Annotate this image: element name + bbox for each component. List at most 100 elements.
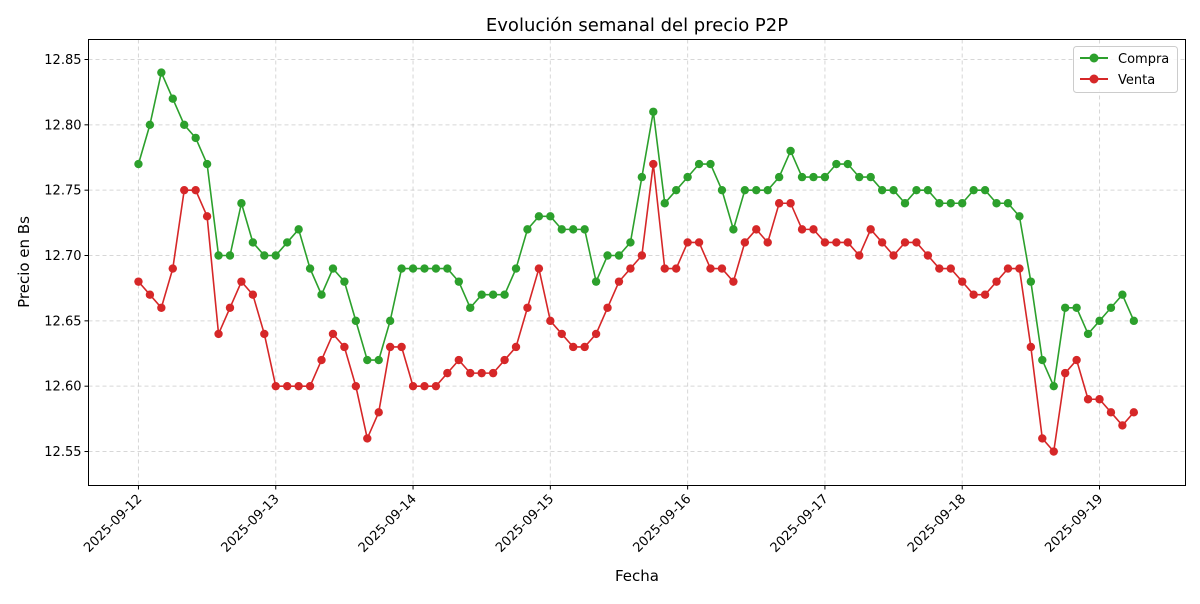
data-point-compra	[649, 107, 658, 116]
y-axis: 12.55 12.60 12.65 12.70 12.75 12.80 12.85	[44, 53, 89, 460]
data-point-compra	[923, 185, 933, 195]
data-point-compra	[763, 185, 772, 195]
data-point-venta	[706, 264, 715, 273]
data-point-compra	[614, 251, 624, 260]
data-point-venta	[431, 381, 441, 391]
x-axis: 2025-09-12 2025-09-13 2025-09-14 2025-09-15…	[81, 485, 1106, 556]
x-axis-label: Fecha	[615, 567, 659, 585]
data-point-venta	[832, 238, 841, 247]
data-point-venta	[980, 290, 990, 299]
data-point-compra	[534, 212, 544, 221]
data-point-venta	[752, 225, 761, 234]
data-point-venta	[294, 381, 303, 391]
x-tick-label: 2025-09-13	[219, 492, 283, 556]
data-point-compra	[855, 172, 864, 182]
y-tick-label: 12.80	[44, 118, 81, 133]
data-point-compra	[385, 316, 395, 326]
data-point-venta	[649, 159, 658, 169]
chart-title: Evolución semanal del precio P2P	[486, 15, 788, 36]
data-point-compra	[660, 199, 669, 208]
data-point-venta	[134, 277, 143, 286]
data-point-compra	[832, 159, 841, 169]
data-point-compra	[523, 225, 532, 234]
data-point-venta	[946, 264, 955, 273]
data-point-compra	[328, 264, 338, 273]
data-point-compra	[569, 225, 578, 234]
data-point-compra	[671, 185, 681, 195]
data-point-venta	[1015, 264, 1024, 273]
data-point-venta	[900, 238, 910, 247]
data-point-venta	[1003, 264, 1013, 273]
data-point-compra	[774, 172, 784, 182]
data-point-compra	[729, 225, 738, 234]
data-point-compra	[191, 133, 200, 143]
data-point-compra	[1015, 212, 1024, 221]
y-axis-label: Precio en Bs	[15, 216, 33, 308]
series-line-venta	[137, 163, 1135, 454]
data-point-venta	[546, 316, 555, 326]
data-point-compra	[626, 238, 635, 247]
data-point-compra	[740, 185, 750, 195]
data-point-compra	[591, 277, 601, 286]
data-point-venta	[454, 355, 464, 365]
data-point-venta	[237, 277, 246, 286]
data-point-venta	[511, 342, 521, 352]
data-point-venta	[500, 355, 509, 365]
data-point-venta	[202, 212, 212, 221]
data-point-venta	[157, 303, 166, 312]
legend-compra-marker	[1089, 53, 1099, 63]
data-point-compra	[1038, 355, 1047, 365]
data-point-venta	[763, 238, 772, 247]
data-point-compra	[317, 290, 326, 299]
y-tick-label: 12.55	[44, 445, 81, 460]
data-point-compra	[866, 172, 875, 182]
data-point-compra	[431, 264, 441, 273]
data-point-compra	[958, 199, 967, 208]
data-point-compra	[305, 264, 315, 273]
x-tick-label: 2025-09-18	[905, 492, 969, 556]
data-point-compra	[1106, 303, 1116, 312]
data-point-venta	[351, 381, 361, 391]
data-point-venta	[363, 434, 372, 443]
data-point-compra	[454, 277, 464, 286]
data-point-compra	[180, 120, 189, 130]
data-point-compra	[809, 172, 818, 182]
y-tick-label: 12.60	[44, 380, 81, 395]
data-point-venta	[260, 329, 269, 339]
data-point-venta	[1083, 395, 1093, 404]
data-point-venta	[591, 329, 601, 339]
data-point-compra	[443, 264, 452, 273]
legend-venta-label: Venta	[1118, 73, 1155, 88]
x-tick-label: 2025-09-17	[768, 492, 832, 556]
data-point-venta	[866, 225, 875, 234]
data-point-compra	[557, 225, 566, 234]
data-point-venta	[374, 408, 383, 417]
x-tick-label: 2025-09-19	[1042, 492, 1106, 556]
data-point-compra	[717, 185, 727, 195]
data-point-venta	[523, 303, 532, 312]
data-point-compra	[1026, 277, 1036, 286]
y-tick-label: 12.70	[44, 249, 81, 264]
data-point-venta	[466, 368, 475, 378]
data-point-compra	[488, 290, 498, 299]
data-point-compra	[683, 172, 692, 182]
data-point-venta	[1106, 408, 1116, 417]
data-point-venta	[397, 342, 406, 352]
data-point-venta	[889, 251, 898, 260]
y-tick-label: 12.85	[44, 53, 81, 68]
data-point-venta	[317, 355, 326, 365]
data-point-compra	[145, 120, 155, 130]
data-point-venta	[180, 185, 189, 195]
data-point-venta	[1060, 368, 1070, 378]
data-point-venta	[420, 381, 429, 391]
y-tick-label: 12.65	[44, 314, 81, 329]
data-point-compra	[786, 146, 795, 156]
data-point-venta	[408, 381, 418, 391]
data-point-compra	[466, 303, 475, 312]
data-point-compra	[546, 212, 555, 221]
data-point-venta	[637, 251, 647, 260]
data-point-venta	[958, 277, 967, 286]
data-point-venta	[443, 368, 452, 378]
legend-compra-label: Compra	[1118, 52, 1169, 67]
series-layer	[134, 68, 1139, 456]
